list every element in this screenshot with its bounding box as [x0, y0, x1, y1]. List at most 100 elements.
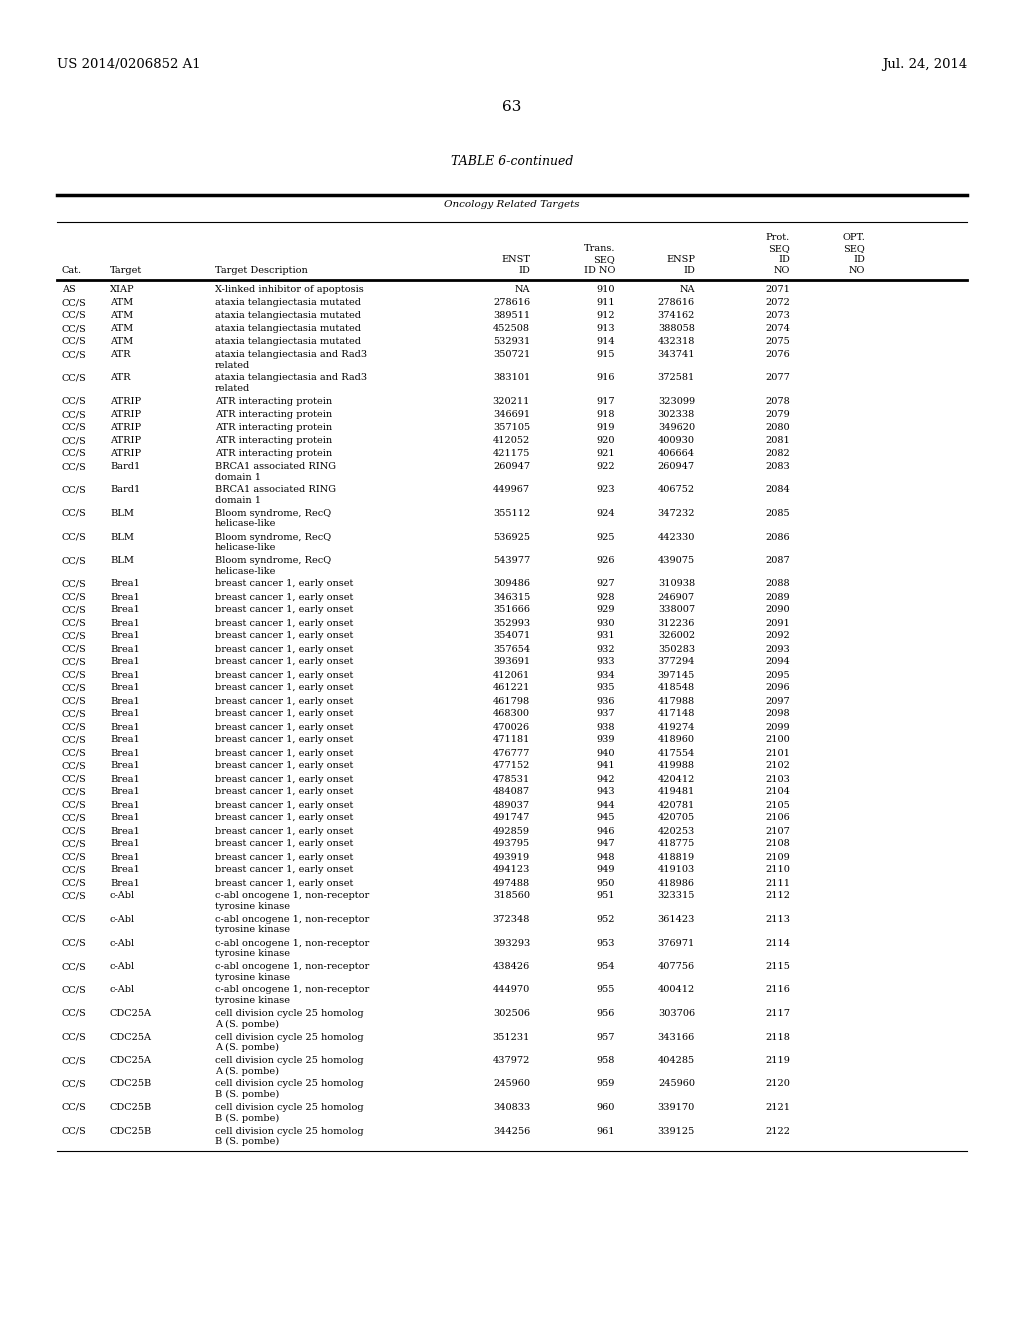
Text: NA: NA: [514, 285, 530, 294]
Text: 2090: 2090: [765, 606, 790, 615]
Text: 2096: 2096: [765, 684, 790, 693]
Text: 406752: 406752: [657, 486, 695, 495]
Text: CC/S: CC/S: [62, 411, 87, 418]
Text: breast cancer 1, early onset: breast cancer 1, early onset: [215, 710, 353, 718]
Text: domain 1: domain 1: [215, 496, 261, 506]
Text: CC/S: CC/S: [62, 350, 87, 359]
Text: cell division cycle 25 homolog: cell division cycle 25 homolog: [215, 1104, 364, 1111]
Text: 438426: 438426: [493, 962, 530, 972]
Text: Brea1: Brea1: [110, 879, 139, 887]
Text: 417148: 417148: [657, 710, 695, 718]
Text: 939: 939: [597, 735, 615, 744]
Text: 2112: 2112: [765, 891, 790, 900]
Text: Bard1: Bard1: [110, 462, 140, 471]
Text: SEQ: SEQ: [843, 244, 865, 253]
Text: tyrosine kinase: tyrosine kinase: [215, 949, 290, 958]
Text: B (S. pombe): B (S. pombe): [215, 1090, 280, 1100]
Text: breast cancer 1, early onset: breast cancer 1, early onset: [215, 853, 353, 862]
Text: 959: 959: [597, 1080, 615, 1089]
Text: 532931: 532931: [493, 337, 530, 346]
Text: CC/S: CC/S: [62, 813, 87, 822]
Text: 310938: 310938: [657, 579, 695, 589]
Text: 960: 960: [597, 1104, 615, 1111]
Text: 2080: 2080: [765, 422, 790, 432]
Text: 417554: 417554: [657, 748, 695, 758]
Text: 344256: 344256: [493, 1126, 530, 1135]
Text: c-abl oncogene 1, non-receptor: c-abl oncogene 1, non-receptor: [215, 986, 370, 994]
Text: CDC25A: CDC25A: [110, 1032, 152, 1041]
Text: 246907: 246907: [657, 593, 695, 602]
Text: 2107: 2107: [765, 826, 790, 836]
Text: 2113: 2113: [765, 915, 790, 924]
Text: CC/S: CC/S: [62, 337, 87, 346]
Text: 350721: 350721: [493, 350, 530, 359]
Text: 2092: 2092: [765, 631, 790, 640]
Text: 2088: 2088: [765, 579, 790, 589]
Text: ATM: ATM: [110, 298, 133, 308]
Text: 2122: 2122: [765, 1126, 790, 1135]
Text: Brea1: Brea1: [110, 631, 139, 640]
Text: 478531: 478531: [493, 775, 530, 784]
Text: related: related: [215, 360, 250, 370]
Text: 346691: 346691: [493, 411, 530, 418]
Text: 372581: 372581: [657, 374, 695, 383]
Text: CC/S: CC/S: [62, 697, 87, 705]
Text: 418819: 418819: [657, 853, 695, 862]
Text: ID: ID: [778, 255, 790, 264]
Text: 302506: 302506: [493, 1008, 530, 1018]
Text: CC/S: CC/S: [62, 1126, 87, 1135]
Text: 920: 920: [597, 436, 615, 445]
Text: breast cancer 1, early onset: breast cancer 1, early onset: [215, 671, 353, 680]
Text: 943: 943: [596, 788, 615, 796]
Text: 346315: 346315: [493, 593, 530, 602]
Text: CC/S: CC/S: [62, 853, 87, 862]
Text: 432318: 432318: [657, 337, 695, 346]
Text: CC/S: CC/S: [62, 684, 87, 693]
Text: Brea1: Brea1: [110, 788, 139, 796]
Text: 376971: 376971: [657, 939, 695, 948]
Text: 406664: 406664: [658, 449, 695, 458]
Text: ataxia telangiectasia mutated: ataxia telangiectasia mutated: [215, 312, 361, 319]
Text: 953: 953: [597, 939, 615, 948]
Text: 957: 957: [597, 1032, 615, 1041]
Text: 372348: 372348: [493, 915, 530, 924]
Text: 412061: 412061: [493, 671, 530, 680]
Text: 419103: 419103: [657, 866, 695, 874]
Text: ATM: ATM: [110, 312, 133, 319]
Text: 2110: 2110: [765, 866, 790, 874]
Text: Brea1: Brea1: [110, 579, 139, 589]
Text: Brea1: Brea1: [110, 735, 139, 744]
Text: 951: 951: [597, 891, 615, 900]
Text: 929: 929: [597, 606, 615, 615]
Text: ATRIP: ATRIP: [110, 397, 141, 407]
Text: ATM: ATM: [110, 337, 133, 346]
Text: CC/S: CC/S: [62, 532, 87, 541]
Text: 2086: 2086: [765, 532, 790, 541]
Text: breast cancer 1, early onset: breast cancer 1, early onset: [215, 593, 353, 602]
Text: helicase-like: helicase-like: [215, 543, 276, 552]
Text: ATM: ATM: [110, 323, 133, 333]
Text: domain 1: domain 1: [215, 473, 261, 482]
Text: 2099: 2099: [765, 722, 790, 731]
Text: 355112: 355112: [493, 510, 530, 517]
Text: 417988: 417988: [657, 697, 695, 705]
Text: 470026: 470026: [493, 722, 530, 731]
Text: CC/S: CC/S: [62, 323, 87, 333]
Text: 492859: 492859: [493, 826, 530, 836]
Text: Bard1: Bard1: [110, 486, 140, 495]
Text: ATR interacting protein: ATR interacting protein: [215, 397, 332, 407]
Text: 439075: 439075: [657, 556, 695, 565]
Text: 418986: 418986: [658, 879, 695, 887]
Text: 2081: 2081: [765, 436, 790, 445]
Text: 340833: 340833: [493, 1104, 530, 1111]
Text: 420253: 420253: [657, 826, 695, 836]
Text: 2100: 2100: [765, 735, 790, 744]
Text: 2082: 2082: [765, 449, 790, 458]
Text: ATRIP: ATRIP: [110, 449, 141, 458]
Text: Brea1: Brea1: [110, 722, 139, 731]
Text: 468300: 468300: [493, 710, 530, 718]
Text: 339125: 339125: [657, 1126, 695, 1135]
Text: c-Abl: c-Abl: [110, 891, 135, 900]
Text: 491747: 491747: [493, 813, 530, 822]
Text: Brea1: Brea1: [110, 619, 139, 627]
